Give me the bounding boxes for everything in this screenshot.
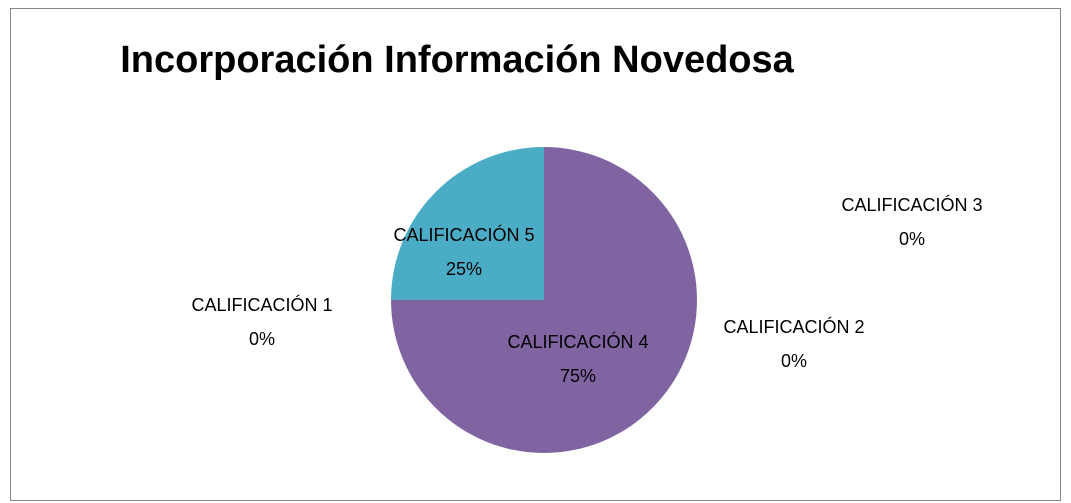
slice-category-label: CALIFICACIÓN 4	[507, 331, 648, 352]
slice-value-label: 75%	[560, 366, 596, 386]
slice-category-label: CALIFICACIÓN 1	[191, 294, 332, 315]
slice-category-label: CALIFICACIÓN 3	[841, 194, 982, 215]
slice-value-label: 0%	[249, 329, 275, 349]
slice-value-label: 0%	[781, 351, 807, 371]
slice-value-label: 25%	[446, 259, 482, 279]
slice-category-label: CALIFICACIÓN 2	[723, 316, 864, 337]
chart-title: Incorporación Información Novedosa	[120, 39, 794, 81]
slice-value-label: 0%	[899, 229, 925, 249]
pie-slice	[391, 147, 544, 300]
slice-category-label: CALIFICACIÓN 5	[393, 224, 534, 245]
